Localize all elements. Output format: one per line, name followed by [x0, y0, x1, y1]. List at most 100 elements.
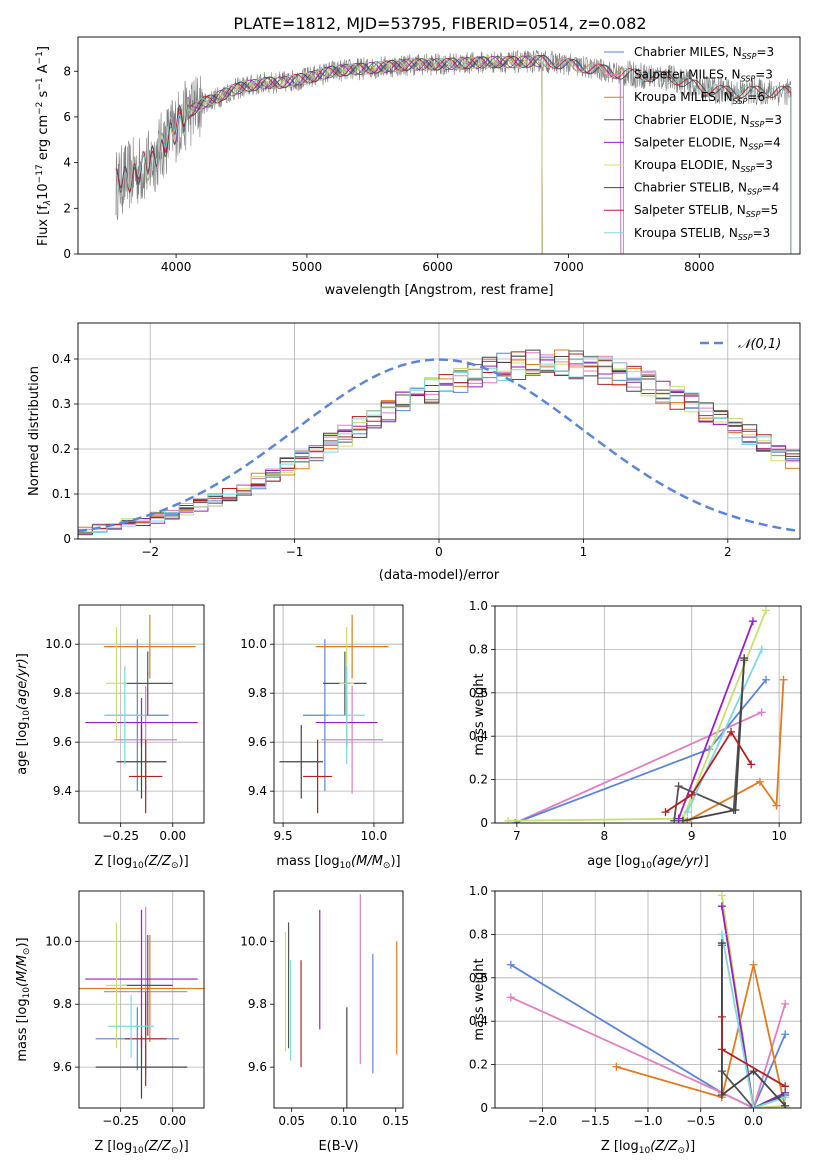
- x-tick-label: −2: [141, 545, 159, 559]
- x-axis-label: age [log10(age/yr)]: [587, 854, 709, 871]
- y-tick-label: 9.8: [53, 686, 72, 700]
- legend-label: 𝒩(0,1): [738, 337, 781, 352]
- legend-label: Kroupa ELODIE, NSSP=3: [634, 158, 773, 174]
- x-tick-label: 7000: [553, 260, 584, 274]
- weight-line: [721, 895, 786, 1108]
- x-axis-label: mass [log10(M/M⊙)]: [276, 854, 400, 871]
- x-tick-label: 2: [724, 545, 732, 559]
- x-axis-label: wavelength [Angstrom, rest frame]: [325, 283, 554, 298]
- weight-marker: [717, 939, 726, 948]
- x-tick-label: −0.5: [686, 1114, 715, 1128]
- weight-line: [686, 649, 763, 813]
- weight-line: [616, 964, 787, 1108]
- normal-reference-curve: [78, 358, 800, 533]
- weight-marker: [749, 960, 758, 969]
- y-tick-label: 9.6: [248, 735, 267, 749]
- y-tick-label: 0.2: [469, 773, 488, 787]
- x-tick-label: −1.0: [633, 1114, 662, 1128]
- x-axis-label: Z [log10(Z/Z⊙)]: [94, 854, 188, 871]
- weight-marker: [506, 960, 515, 969]
- weight-marker: [717, 1045, 726, 1054]
- weight-line: [514, 711, 763, 823]
- figure-title: PLATE=1812, MJD=53795, FIBERID=0514, z=0…: [233, 14, 646, 33]
- legend-label: Kroupa STELIB, NSSP=3: [634, 226, 770, 242]
- weight-vs-Z-panel: −2.0 −1.5 −1.0 −0.5 0.0 0 0.2 0.4 0.6 0.8 1.0 Z [lo…: [469, 884, 802, 1156]
- y-axis-label: mass weight: [472, 673, 487, 755]
- age-vs-Z-panel: −0.25 0.00 9.4 9.6 9.8 10.0 Z [log10(Z/Z⊙)] age…: [15, 604, 205, 871]
- x-tick-label: −1.5: [581, 1114, 610, 1128]
- x-tick-label: 0.05: [278, 1114, 305, 1128]
- x-tick-label: 10.0: [361, 829, 388, 843]
- x-tick-label: −0.25: [102, 1114, 139, 1128]
- weight-marker: [504, 816, 513, 823]
- weight-marker: [781, 999, 790, 1008]
- x-tick-label: 10: [772, 829, 787, 843]
- spectrum-model-line: [115, 54, 792, 254]
- weight-marker: [506, 993, 515, 1002]
- y-tick-label: 8: [63, 64, 71, 78]
- y-tick-label: 9.6: [53, 1060, 72, 1074]
- weight-line: [665, 730, 752, 813]
- weight-line: [686, 679, 785, 822]
- age-vs-mass-panel: 9.5 10.0 9.4 9.6 9.8 10.0 mass [log10(M/M⊙)]: [240, 604, 404, 871]
- weight-marker: [781, 1101, 790, 1108]
- y-tick-label: 0.3: [52, 397, 71, 411]
- residuals-panel: −2 −1 0 1 2 0 0.1 0.2 0.3 0.4 𝒩(0,1) (data-model)/e…: [27, 322, 801, 583]
- y-tick-label: 0.8: [469, 642, 488, 656]
- weight-marker: [683, 808, 692, 817]
- y-tick-label: 10.0: [240, 934, 267, 948]
- y-tick-label: 0: [480, 816, 488, 830]
- axes-frame: [77, 36, 801, 255]
- y-axis-label: Flux [fλ10−17 erg cm−2 s−1 A−1]: [35, 46, 53, 246]
- weight-marker: [612, 1062, 621, 1071]
- x-tick-label: 9.5: [274, 829, 293, 843]
- y-axis-label: mass [log10(M/M⊙)]: [15, 937, 32, 1061]
- y-tick-label: 0: [63, 247, 71, 261]
- axes-frame: [77, 322, 801, 540]
- y-tick-label: 10.0: [45, 637, 72, 651]
- y-tick-label: 1.0: [469, 884, 488, 898]
- x-tick-label: 8: [600, 829, 608, 843]
- x-tick-label: 0.15: [382, 1114, 409, 1128]
- weight-marker: [717, 891, 726, 900]
- weight-marker: [740, 654, 749, 663]
- weight-line: [721, 906, 786, 1108]
- weight-line: [514, 679, 767, 823]
- weight-marker: [757, 708, 766, 717]
- weight-marker: [717, 930, 726, 939]
- y-tick-label: 9.8: [53, 997, 72, 1011]
- x-tick-label: 4000: [161, 260, 192, 274]
- axes-frame: [494, 890, 802, 1109]
- legend-label: Chabrier MILES, NSSP=3: [634, 45, 774, 61]
- x-tick-label: 0.00: [159, 829, 186, 843]
- x-tick-label: 9: [688, 829, 696, 843]
- weight-marker: [772, 801, 781, 810]
- weight-marker: [779, 675, 788, 684]
- weight-marker: [687, 790, 696, 799]
- weight-marker: [781, 1082, 790, 1091]
- weight-marker: [674, 814, 683, 823]
- y-axis-label: Normed distribution: [27, 366, 42, 496]
- y-tick-label: 0.2: [52, 442, 71, 456]
- x-tick-label: 0.10: [330, 1114, 357, 1128]
- y-tick-label: 9.4: [53, 784, 72, 798]
- x-tick-label: 5000: [292, 260, 323, 274]
- y-tick-label: 4: [63, 156, 71, 170]
- x-tick-label: 7: [513, 829, 521, 843]
- y-tick-label: 10.0: [240, 637, 267, 651]
- axes-frame: [78, 890, 205, 1109]
- x-tick-label: 6000: [422, 260, 453, 274]
- y-tick-label: 1.0: [469, 599, 488, 613]
- residual-histogram: [78, 349, 800, 533]
- weight-marker: [755, 777, 764, 786]
- weight-marker: [781, 1093, 790, 1102]
- spectrum-model-line: [115, 54, 622, 254]
- y-tick-label: 0.4: [469, 729, 488, 743]
- y-axis-label: age [log10(age/yr)]: [15, 653, 32, 775]
- legend-label: Salpeter STELIB, NSSP=5: [634, 203, 778, 219]
- y-tick-label: 0: [480, 1101, 488, 1115]
- weight-marker: [731, 805, 740, 814]
- weight-marker: [717, 902, 726, 911]
- weight-marker: [781, 1030, 790, 1039]
